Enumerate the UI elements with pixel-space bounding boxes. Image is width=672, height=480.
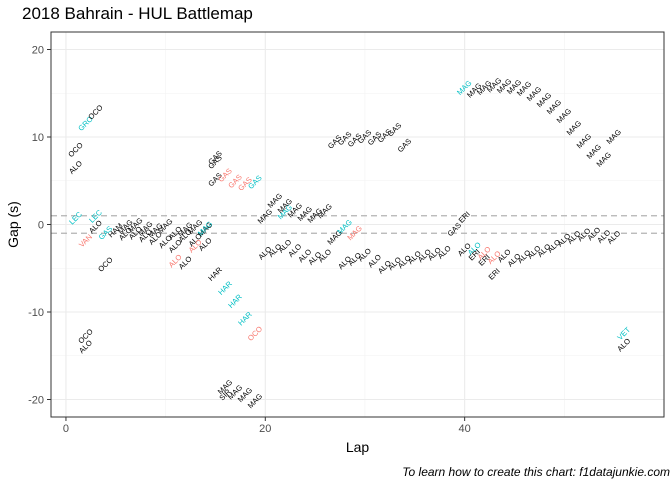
x-tick-label: 0 [63,423,69,435]
y-tick-label: 10 [32,132,44,144]
x-tick-label: 20 [259,423,271,435]
axis-ticks: 0 20 40 -20 -10 0 10 20 [28,45,471,436]
y-tick-label: -20 [28,395,44,407]
data-points: OCOALOLECGROOCOVANLECALOGASOCOHAMALOMAGA… [66,76,632,410]
y-axis-title: Gap (s) [5,201,21,248]
reference-lines [51,215,664,234]
chart-caption: To learn how to create this chart: f1dat… [402,465,670,479]
x-axis-title: Lap [346,439,370,455]
x-tick-label: 40 [459,423,471,435]
y-tick-label: -10 [28,307,44,319]
grid-lines [51,32,664,417]
chart-title: 2018 Bahrain - HUL Battlemap [22,4,253,23]
y-tick-label: 0 [38,220,44,232]
y-tick-label: 20 [32,45,44,57]
